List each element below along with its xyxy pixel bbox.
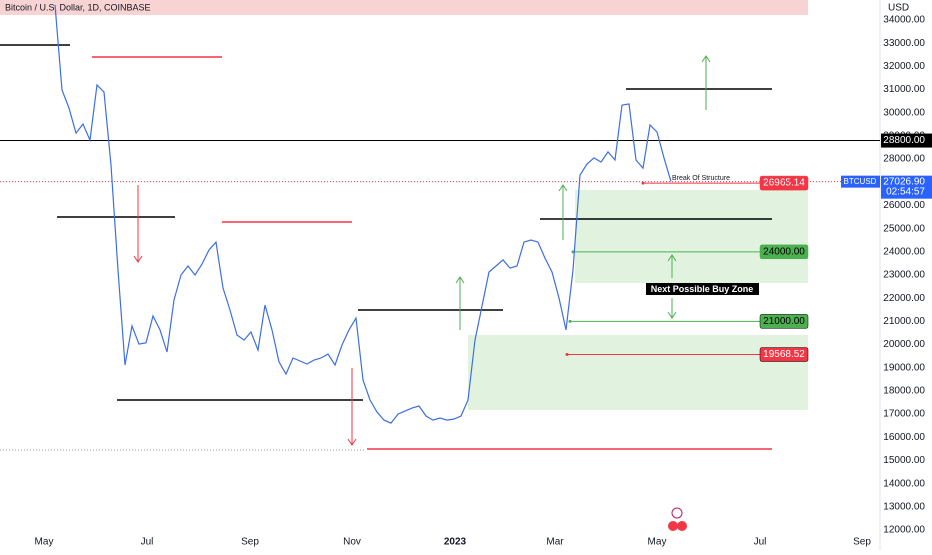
- arrow: [558, 184, 568, 240]
- y-tick-label: 17000.00: [883, 409, 925, 420]
- x-tick-label: Mar: [546, 537, 564, 548]
- price-label-box: [759, 314, 809, 329]
- level-dot: [568, 319, 572, 323]
- x-tick-label: Sep: [853, 537, 871, 548]
- last-price-box: [881, 175, 932, 199]
- y-tick-label: 16000.00: [883, 432, 925, 443]
- icon: [677, 521, 687, 531]
- price-label-box: [759, 175, 809, 191]
- price-line: [54, 4, 672, 424]
- icon: [671, 507, 683, 519]
- price-label-box: [881, 133, 932, 148]
- x-tick-label: May: [648, 537, 667, 548]
- x-tick-label: Jul: [754, 537, 767, 548]
- y-tick-label: 21000.00: [883, 316, 925, 327]
- y-axis-label: USD: [888, 3, 909, 14]
- arrow: [667, 254, 677, 278]
- price-label-box: [759, 244, 809, 260]
- arrow: [667, 298, 677, 319]
- x-tick-label: Jul: [141, 537, 154, 548]
- price-label: 26965.14: [763, 178, 805, 189]
- y-tick-label: 26000.00: [883, 200, 925, 211]
- buy-zone: [468, 335, 808, 410]
- level-lines: [0, 44, 772, 401]
- y-tick-label: 15000.00: [883, 455, 925, 466]
- y-tick-label: 34000.00: [883, 15, 925, 26]
- arrow: [347, 368, 357, 446]
- price-label: 28800.00: [883, 135, 925, 146]
- arrows: [133, 55, 711, 446]
- red-lines: [92, 56, 772, 450]
- arrow: [701, 55, 711, 110]
- y-tick-label: 14000.00: [883, 478, 925, 489]
- annotation: Break Of Structure: [672, 175, 730, 182]
- arrow: [133, 185, 143, 263]
- y-tick-label: 28000.00: [883, 154, 925, 165]
- price-label: 24000.00: [763, 246, 805, 257]
- level-dot: [565, 353, 569, 357]
- y-tick-label: 13000.00: [883, 501, 925, 512]
- y-tick-label: 31000.00: [883, 84, 925, 95]
- price-label: 21000.00: [763, 316, 805, 327]
- y-tick-label: 22000.00: [883, 293, 925, 304]
- x-tick-label: 2023: [444, 537, 467, 548]
- y-tick-label: 19000.00: [883, 362, 925, 373]
- y-tick-label: 20000.00: [883, 339, 925, 350]
- resistance-band: [0, 0, 808, 15]
- annotation-box: [646, 283, 759, 295]
- y-tick-label: 23000.00: [883, 270, 925, 281]
- y-tick-label: 12000.00: [883, 525, 925, 536]
- x-tick-label: May: [35, 537, 54, 548]
- countdown: 02:54:57: [886, 186, 925, 197]
- arrow: [455, 276, 465, 330]
- y-tick-label: 32000.00: [883, 61, 925, 72]
- x-tick-label: Sep: [241, 537, 259, 548]
- y-tick-label: 30000.00: [883, 107, 925, 118]
- chart-title: Bitcoin / U.S. Dollar, 1D, COINBASE: [5, 2, 151, 12]
- buy-zone: [575, 190, 808, 283]
- y-tick-label: 25000.00: [883, 223, 925, 234]
- price-label-box: [759, 347, 809, 362]
- y-tick-label: 24000.00: [883, 246, 925, 257]
- icon: [668, 521, 678, 531]
- x-tick-label: Nov: [343, 537, 361, 548]
- annotation: Next Possible Buy Zone: [651, 284, 754, 294]
- symbol-box: [841, 175, 880, 188]
- price-label: 19568.52: [763, 349, 805, 360]
- last-price-label: 27026.90: [883, 176, 925, 187]
- y-tick-label: 18000.00: [883, 386, 925, 397]
- level-dot: [641, 181, 645, 185]
- symbol-label: BTCUSD: [844, 177, 877, 186]
- y-tick-label: 33000.00: [883, 38, 925, 49]
